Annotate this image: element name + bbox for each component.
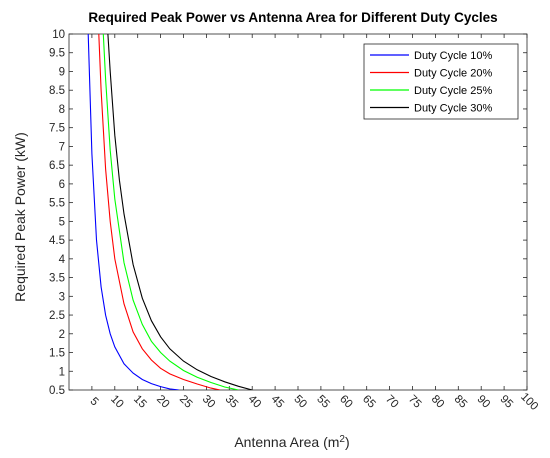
y-tick-label: 4 bbox=[59, 254, 66, 266]
y-tick-label: 9.5 bbox=[49, 48, 65, 60]
y-tick-label: 4.5 bbox=[49, 235, 65, 247]
x-tick-label: 10 bbox=[108, 393, 126, 411]
x-tick-label: 25 bbox=[177, 393, 195, 411]
x-tick-label: 50 bbox=[291, 393, 309, 411]
legend-label: Duty Cycle 10% bbox=[414, 50, 492, 62]
x-tick-label: 75 bbox=[406, 393, 424, 411]
y-tick-label: 1.5 bbox=[49, 348, 65, 360]
series-line bbox=[98, 34, 221, 390]
y-tick-label: 6 bbox=[59, 179, 65, 191]
legend-box bbox=[363, 43, 519, 120]
x-tick-label: 80 bbox=[429, 393, 447, 411]
legend-label: Duty Cycle 30% bbox=[414, 103, 492, 115]
y-tick-label: 6.5 bbox=[49, 160, 65, 172]
legend: Duty Cycle 10% Duty Cycle 20% Duty Cycle 2… bbox=[363, 43, 519, 120]
x-tick-label: 85 bbox=[452, 393, 470, 411]
y-tick-label: 1 bbox=[59, 366, 65, 378]
x-tick-label: 65 bbox=[360, 393, 378, 411]
x-tick-label: 40 bbox=[246, 393, 264, 411]
y-tick-label: 8 bbox=[59, 104, 65, 116]
x-tick-label: 90 bbox=[475, 393, 493, 411]
series-line bbox=[102, 34, 239, 390]
y-tick-label: 3.5 bbox=[49, 273, 65, 285]
x-tick-label: 100 bbox=[518, 391, 540, 413]
x-tick-label: 35 bbox=[223, 393, 241, 411]
x-tick-label: 70 bbox=[383, 393, 401, 411]
x-tick-label: 15 bbox=[131, 393, 149, 411]
series-line bbox=[107, 34, 253, 390]
x-tick-label: 45 bbox=[268, 393, 286, 411]
y-axis-label: Required Peak Power (kW) bbox=[12, 132, 28, 302]
x-tick-label: 55 bbox=[314, 393, 332, 411]
x-axis-label-main: Antenna Area (m bbox=[234, 434, 339, 450]
legend-label: Duty Cycle 20% bbox=[414, 68, 492, 80]
x-tick-label: 95 bbox=[497, 393, 515, 411]
y-tick-label: 8.5 bbox=[49, 85, 65, 97]
series-line bbox=[87, 34, 179, 390]
chart-title: Required Peak Power vs Antenna Area for … bbox=[88, 10, 497, 25]
x-axis-label-superscript: 2 bbox=[339, 434, 345, 445]
y-tick-label: 10 bbox=[52, 29, 65, 41]
x-tick-label: 30 bbox=[200, 393, 218, 411]
legend-label: Duty Cycle 25% bbox=[414, 85, 492, 97]
y-tick-label: 2.5 bbox=[49, 310, 65, 322]
y-tick-label: 7.5 bbox=[49, 123, 65, 135]
y-tick-label: 9 bbox=[59, 66, 65, 78]
y-tick-label: 3 bbox=[59, 291, 65, 303]
y-tick-label: 0.5 bbox=[49, 385, 65, 397]
y-tick-label: 7 bbox=[59, 141, 65, 153]
x-axis-label: Antenna Area (m2) bbox=[234, 434, 349, 451]
y-tick-label: 5 bbox=[59, 216, 65, 228]
x-axis-label-suffix: ) bbox=[345, 434, 350, 450]
x-tick-label: 20 bbox=[154, 393, 172, 411]
y-tick-label: 2 bbox=[59, 329, 65, 341]
y-tick-label: 5.5 bbox=[49, 198, 65, 210]
x-tick-label: 5 bbox=[88, 395, 101, 408]
x-tick-label: 60 bbox=[337, 393, 355, 411]
